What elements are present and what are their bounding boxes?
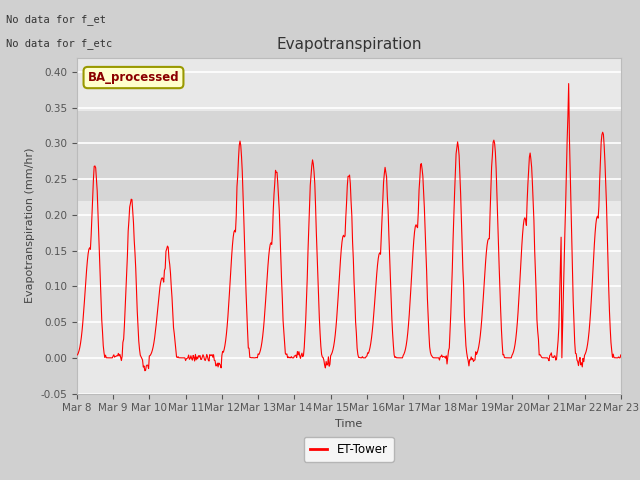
Y-axis label: Evapotranspiration (mm/hr): Evapotranspiration (mm/hr): [25, 148, 35, 303]
Text: No data for f_et: No data for f_et: [6, 14, 106, 25]
Legend: ET-Tower: ET-Tower: [304, 437, 394, 462]
Text: BA_processed: BA_processed: [88, 71, 179, 84]
Text: No data for f_etc: No data for f_etc: [6, 38, 113, 49]
X-axis label: Time: Time: [335, 419, 362, 429]
Title: Evapotranspiration: Evapotranspiration: [276, 37, 422, 52]
Bar: [77, 111, 621, 201]
